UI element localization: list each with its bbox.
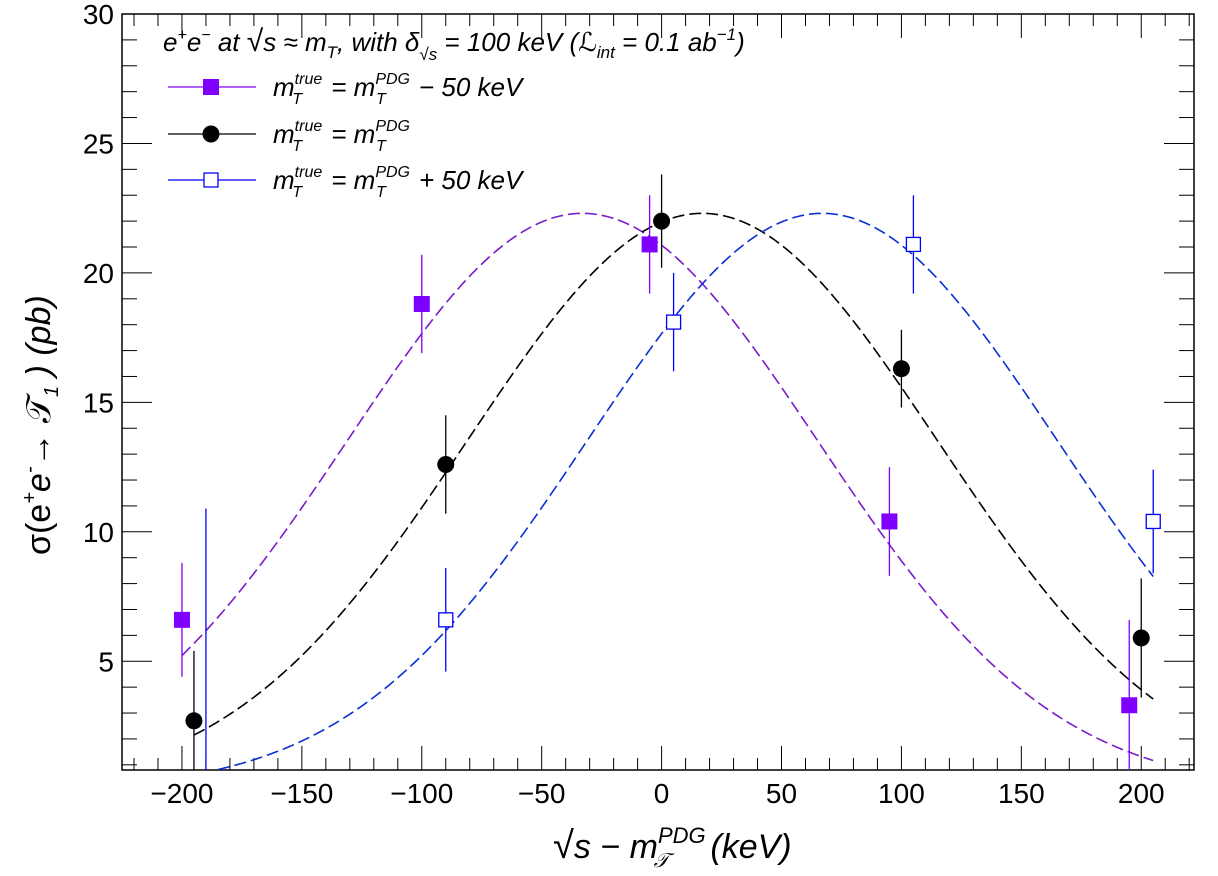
x-tick-label: −100 [390,778,453,809]
x-tick-label: 50 [766,778,797,809]
data-point [173,611,190,628]
x-tick-label: 100 [878,778,925,809]
x-tick-labels: −200 −150 −100 −50 0 50 100 150 200 [150,778,1164,809]
legend-label-minus50: mtrue T = mPDG T − 50 keV [273,71,525,108]
y-tick-label: 25 [83,128,114,159]
data-point [881,513,898,530]
data-point [905,236,922,253]
chart-title: e+e− at √s ≈ mT, with δ√s = 100 keV (ℒin… [163,25,745,64]
y-tick-label: 10 [83,517,114,548]
y-tick-labels: 5 10 15 20 25 30 [83,0,114,677]
data-point [1145,513,1161,530]
x-tick-label: 150 [998,778,1045,809]
legend-label-plus50: mtrue T = mPDG T + 50 keV [273,164,525,201]
legend-marker-nominal [202,125,220,143]
y-axis-title: σ(e+e-→ 𝒯1 ) (pb) [19,295,63,555]
fit-curve-1 [193,212,1154,736]
data-point [1132,629,1150,647]
data-point [665,314,682,330]
y-tick-label: 20 [83,258,114,289]
y-tick-label: 5 [98,646,114,677]
legend-marker-minus50 [203,79,219,95]
x-tick-label: −150 [270,778,333,809]
y-tick-label: 15 [83,387,114,418]
legend-marker-plus50 [203,172,219,188]
fit-curves [181,212,1154,771]
x-tick-label: −200 [150,778,213,809]
axis-ticks [122,13,1194,770]
fit-curve-2 [217,212,1154,771]
data-point [437,455,455,473]
x-tick-label: −50 [518,778,566,809]
legend-label-nominal: mtrue T = mPDG T [273,118,410,155]
data-point [653,212,671,230]
data-point [413,295,430,312]
data-point [1121,697,1138,714]
x-axis-title: √s − mPDG 𝒯 (keV) [553,823,792,872]
x-tick-label: 200 [1118,778,1165,809]
legend: mtrue T = mPDG T − 50 keV mtrue T = mPDG T m… [168,71,525,201]
data-point [438,612,454,628]
data-point [641,236,658,253]
fit-curve-0 [181,212,1154,762]
data-point [892,360,910,378]
data-points [173,174,1161,770]
y-tick-label: 30 [83,0,114,30]
x-tick-label: 0 [654,778,670,809]
data-point [185,712,203,730]
plot-frame [121,13,1195,771]
